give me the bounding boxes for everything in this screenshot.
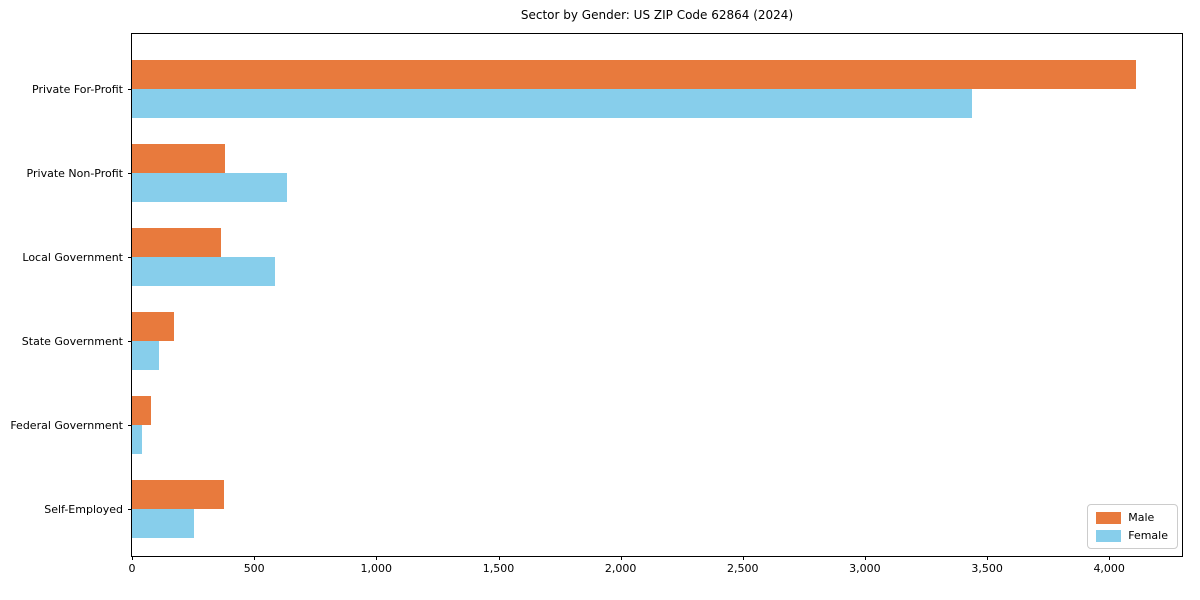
legend-label-female: Female	[1128, 529, 1168, 542]
category-label: Private Non-Profit	[26, 167, 123, 180]
bar-female	[132, 425, 142, 454]
x-tick	[864, 556, 866, 560]
category-label: Local Government	[22, 251, 123, 264]
x-tick-label: 3,000	[849, 562, 881, 575]
bar-female	[132, 257, 275, 286]
x-tick-label: 2,500	[727, 562, 759, 575]
x-tick	[742, 556, 744, 560]
bar-male	[132, 228, 221, 257]
x-tick	[1109, 556, 1111, 560]
x-tick	[498, 556, 500, 560]
legend-item-female: Female	[1096, 529, 1168, 542]
legend-item-male: Male	[1096, 511, 1168, 524]
bar-male	[132, 312, 174, 341]
category-label: Self-Employed	[44, 503, 123, 516]
x-tick	[987, 556, 989, 560]
x-tick	[132, 556, 133, 560]
bar-female	[132, 173, 287, 202]
y-tick	[128, 257, 132, 258]
category-label: Private For-Profit	[32, 83, 123, 96]
bar-male	[132, 480, 224, 509]
bar-male	[132, 396, 152, 425]
x-tick	[254, 556, 256, 560]
y-tick	[128, 173, 132, 174]
x-tick-label: 1,500	[482, 562, 515, 575]
category-label: State Government	[21, 335, 123, 348]
y-tick	[128, 341, 132, 342]
plot-area: Private For-Profit Private Non-Profit Loca…	[10, 33, 1183, 575]
category-label: Federal Government	[10, 419, 123, 432]
bar-female	[132, 89, 973, 118]
bar-female	[132, 341, 160, 370]
legend-label-male: Male	[1128, 511, 1155, 524]
legend: Male Female	[1087, 504, 1178, 549]
x-tick-label: 1,000	[360, 562, 393, 575]
bar-male	[132, 144, 225, 173]
bar-female	[132, 509, 194, 538]
male-swatch	[1096, 511, 1122, 524]
x-tick-label: 4,000	[1093, 562, 1125, 575]
y-tick	[128, 425, 132, 426]
x-tick-label: 3,500	[971, 562, 1003, 575]
x-tick-label: 2,000	[604, 562, 637, 575]
y-tick	[128, 509, 132, 510]
chart-title: Sector by Gender: US ZIP Code 62864 (202…	[520, 8, 794, 22]
bar-male	[132, 60, 1137, 89]
x-tick-label: 500	[243, 562, 265, 575]
x-tick-label: 0	[128, 562, 136, 575]
y-tick	[128, 89, 132, 90]
x-tick	[620, 556, 622, 560]
female-swatch	[1096, 529, 1122, 542]
x-tick	[376, 556, 378, 560]
